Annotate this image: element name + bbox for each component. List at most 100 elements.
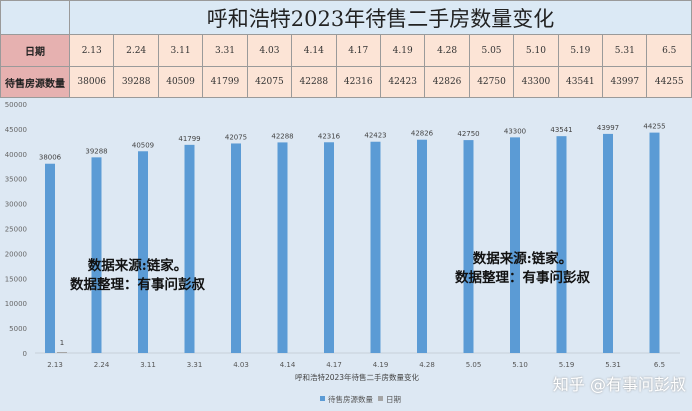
x-tick-label: 2.13 [47, 361, 63, 369]
watermark-left: 数据来源:链家。 数据整理：有事问彭叔 [70, 257, 205, 295]
bar [45, 163, 55, 353]
date-cell: 5.10 [513, 34, 559, 67]
count-cell: 43997 [602, 66, 648, 98]
count-cell: 43300 [513, 66, 559, 98]
count-cell: 42316 [335, 66, 381, 98]
count-cell: 42423 [379, 66, 426, 98]
table-corner [0, 0, 70, 35]
count-cell: 42075 [246, 66, 293, 98]
data-table: 呼和浩特2023年待售二手房数量变化 日期 2.13 2.24 3.11 3.31 4.0… [0, 0, 692, 98]
date-cell: 4.17 [335, 34, 381, 67]
data-label: 38006 [39, 154, 62, 162]
x-tick-label: 4.03 [233, 361, 249, 369]
date-cell: 4.28 [424, 34, 470, 67]
bar [556, 136, 567, 353]
row-header-date: 日期 [0, 34, 70, 67]
date-cell: 4.03 [246, 34, 293, 67]
bar [370, 141, 381, 353]
x-tick-label: 4.14 [280, 361, 296, 369]
bar [138, 151, 148, 353]
x-tick-label: 3.31 [187, 361, 203, 369]
data-label: 39288 [85, 147, 107, 155]
x-tick-label: 5.10 [512, 361, 528, 369]
table-title: 呼和浩特2023年待售二手房数量变化 [69, 0, 692, 35]
x-tick-label: 5.05 [466, 361, 482, 369]
bar [231, 143, 241, 353]
bar-chart: 0 5000 10000 15000 20000 25000 30000 35000 40000… [5, 101, 680, 404]
watermark-author: 数据整理：有事问彭叔 [70, 277, 205, 293]
date-cell: 3.11 [157, 34, 204, 67]
count-cell: 42750 [468, 66, 515, 98]
date-cell: 3.31 [202, 34, 248, 67]
watermark-right: 数据来源:链家。 数据整理：有事问彭叔 [455, 250, 590, 288]
data-label: 43997 [597, 124, 619, 132]
bar [277, 142, 288, 353]
date-cell: 4.19 [379, 34, 426, 67]
legend-label: 待售房源数量 [328, 394, 373, 404]
data-label: 43541 [550, 126, 572, 134]
legend-label: 日期 [386, 395, 401, 404]
bar [603, 133, 613, 353]
x-tick-label: 4.28 [419, 361, 435, 369]
date-cell: 5.19 [557, 34, 604, 67]
watermark-source: 数据来源:链家。 [472, 251, 573, 267]
y-tick-label: 5000 [9, 325, 27, 333]
count-cell: 42826 [424, 66, 470, 98]
y-tick-label: 35000 [5, 176, 27, 184]
date-cell: 4.14 [291, 34, 337, 67]
y-tick-label: 0 [23, 350, 27, 358]
count-cell: 42288 [291, 66, 337, 98]
bar [417, 139, 427, 353]
y-tick-label: 25000 [5, 226, 27, 234]
x-tick-label: 6.5 [654, 361, 665, 369]
y-tick-label: 40000 [5, 151, 27, 159]
y-tick-label: 45000 [5, 126, 27, 134]
data-label: 40509 [132, 141, 154, 149]
date-cell: 6.5 [646, 34, 692, 67]
x-tick-label: 3.11 [140, 361, 156, 369]
data-label: 42750 [457, 130, 479, 138]
y-tick-label: 20000 [5, 250, 27, 258]
x-tick-label: 4.17 [326, 361, 342, 369]
bar [649, 132, 660, 353]
row-header-count: 待售房源数量 [0, 66, 70, 98]
date-cell: 5.05 [468, 34, 515, 67]
count-cell: 43541 [557, 66, 604, 98]
data-label: 42075 [225, 133, 247, 141]
watermark-source: 数据来源:链家。 [87, 258, 188, 274]
data-label-secondary: 1 [60, 339, 64, 347]
bar [510, 137, 520, 353]
legend-swatch [320, 396, 325, 401]
data-label: 42826 [411, 130, 434, 138]
count-cell: 38006 [68, 66, 115, 98]
data-label: 43300 [504, 127, 526, 135]
x-tick-label: 4.19 [373, 361, 389, 369]
data-label: 42288 [271, 132, 293, 140]
count-cell: 40509 [157, 66, 204, 98]
bar [463, 140, 474, 353]
x-tick-label: 5.19 [559, 361, 575, 369]
bar [184, 144, 195, 353]
y-tick-label: 15000 [5, 275, 27, 283]
x-axis-title: 呼和浩特2023年待售二手房数量变化 [295, 372, 420, 382]
legend-swatch [378, 396, 383, 401]
count-cell: 39288 [113, 66, 159, 98]
data-label: 41799 [178, 135, 200, 143]
bar-secondary [57, 352, 67, 353]
data-label: 44255 [643, 123, 665, 131]
date-cell: 2.13 [68, 34, 115, 67]
y-tick-label: 50000 [5, 101, 27, 109]
site-watermark: 知乎 @有事问彭叔 [552, 375, 686, 394]
watermark-author: 数据整理：有事问彭叔 [455, 270, 590, 286]
count-cell: 41799 [202, 66, 248, 98]
bar [91, 157, 102, 353]
data-label: 42316 [318, 132, 341, 140]
count-cell: 44255 [646, 66, 692, 98]
x-tick-label: 2.24 [94, 361, 110, 369]
bar [324, 142, 334, 353]
date-cell: 5.31 [602, 34, 648, 67]
date-cell: 2.24 [113, 34, 159, 67]
x-tick-label: 5.31 [605, 361, 621, 369]
data-label: 42423 [364, 132, 386, 140]
y-tick-label: 10000 [5, 300, 27, 308]
